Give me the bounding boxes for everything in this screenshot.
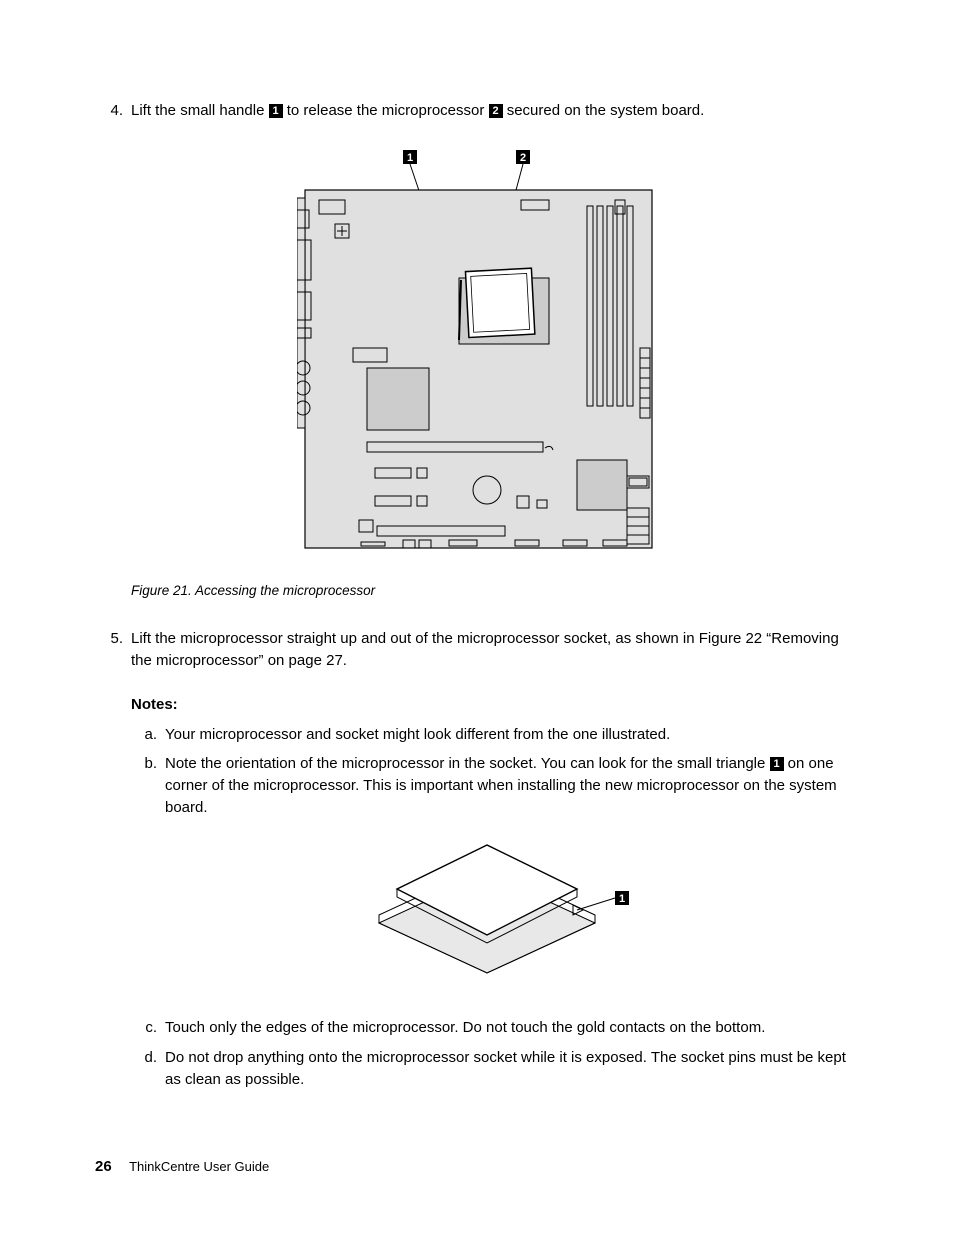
note-a-text: Your microprocessor and socket might loo… xyxy=(165,724,859,746)
svg-text:1: 1 xyxy=(619,893,625,905)
page-number: 26 xyxy=(95,1158,112,1175)
svg-text:1: 1 xyxy=(407,152,413,164)
notes-list: a. Your microprocessor and socket might … xyxy=(131,724,859,1091)
note-b-text-a: Note the orientation of the microprocess… xyxy=(165,755,770,772)
microprocessor-diagram: 1 xyxy=(377,835,647,985)
figure-21-caption-row: Figure 21. Accessing the microprocessor xyxy=(95,567,859,621)
figure-21-caption: Figure 21. Accessing the microprocessor xyxy=(131,581,859,601)
motherboard-diagram: 1 2 xyxy=(297,150,657,552)
step-4-body: Lift the small handle 1 to release the m… xyxy=(131,100,859,122)
note-d-text: Do not drop anything onto the microproce… xyxy=(165,1047,859,1091)
note-c-text: Touch only the edges of the microprocess… xyxy=(165,1017,859,1039)
step-5: 5. Lift the microprocessor straight up a… xyxy=(95,628,859,672)
notes-heading: Notes: xyxy=(131,694,859,716)
note-c-marker: c. xyxy=(131,1017,165,1039)
microprocessor-figure: 1 xyxy=(165,835,859,992)
step-4-number: 4. xyxy=(95,100,131,122)
notes-block: Notes: a. Your microprocessor and socket… xyxy=(95,680,859,1099)
document-page: 4. Lift the small handle 1 to release th… xyxy=(0,0,954,1235)
svg-text:2: 2 xyxy=(520,152,526,164)
step-4-text-b: to release the microprocessor xyxy=(287,102,489,119)
step-5-body: Lift the microprocessor straight up and … xyxy=(131,628,859,672)
note-b-body: Note the orientation of the microprocess… xyxy=(165,753,859,1009)
step-4-text-a: Lift the small handle xyxy=(131,102,269,119)
note-d-marker: d. xyxy=(131,1047,165,1091)
step-5-number: 5. xyxy=(95,628,131,672)
note-b: b. Note the orientation of the microproc… xyxy=(131,753,859,1009)
callout-1-note: 1 xyxy=(770,757,784,771)
note-a-marker: a. xyxy=(131,724,165,746)
note-d: d. Do not drop anything onto the micropr… xyxy=(131,1047,859,1091)
note-a: a. Your microprocessor and socket might … xyxy=(131,724,859,746)
callout-1-inline: 1 xyxy=(269,104,283,118)
step-4: 4. Lift the small handle 1 to release th… xyxy=(95,100,859,122)
step-4-text-c: secured on the system board. xyxy=(507,102,705,119)
note-b-marker: b. xyxy=(131,753,165,1009)
figure-21: 1 2 xyxy=(95,150,859,557)
page-footer: 26 ThinkCentre User Guide xyxy=(95,1158,269,1175)
book-title: ThinkCentre User Guide xyxy=(129,1159,269,1174)
callout-2-inline: 2 xyxy=(489,104,503,118)
note-c: c. Touch only the edges of the microproc… xyxy=(131,1017,859,1039)
